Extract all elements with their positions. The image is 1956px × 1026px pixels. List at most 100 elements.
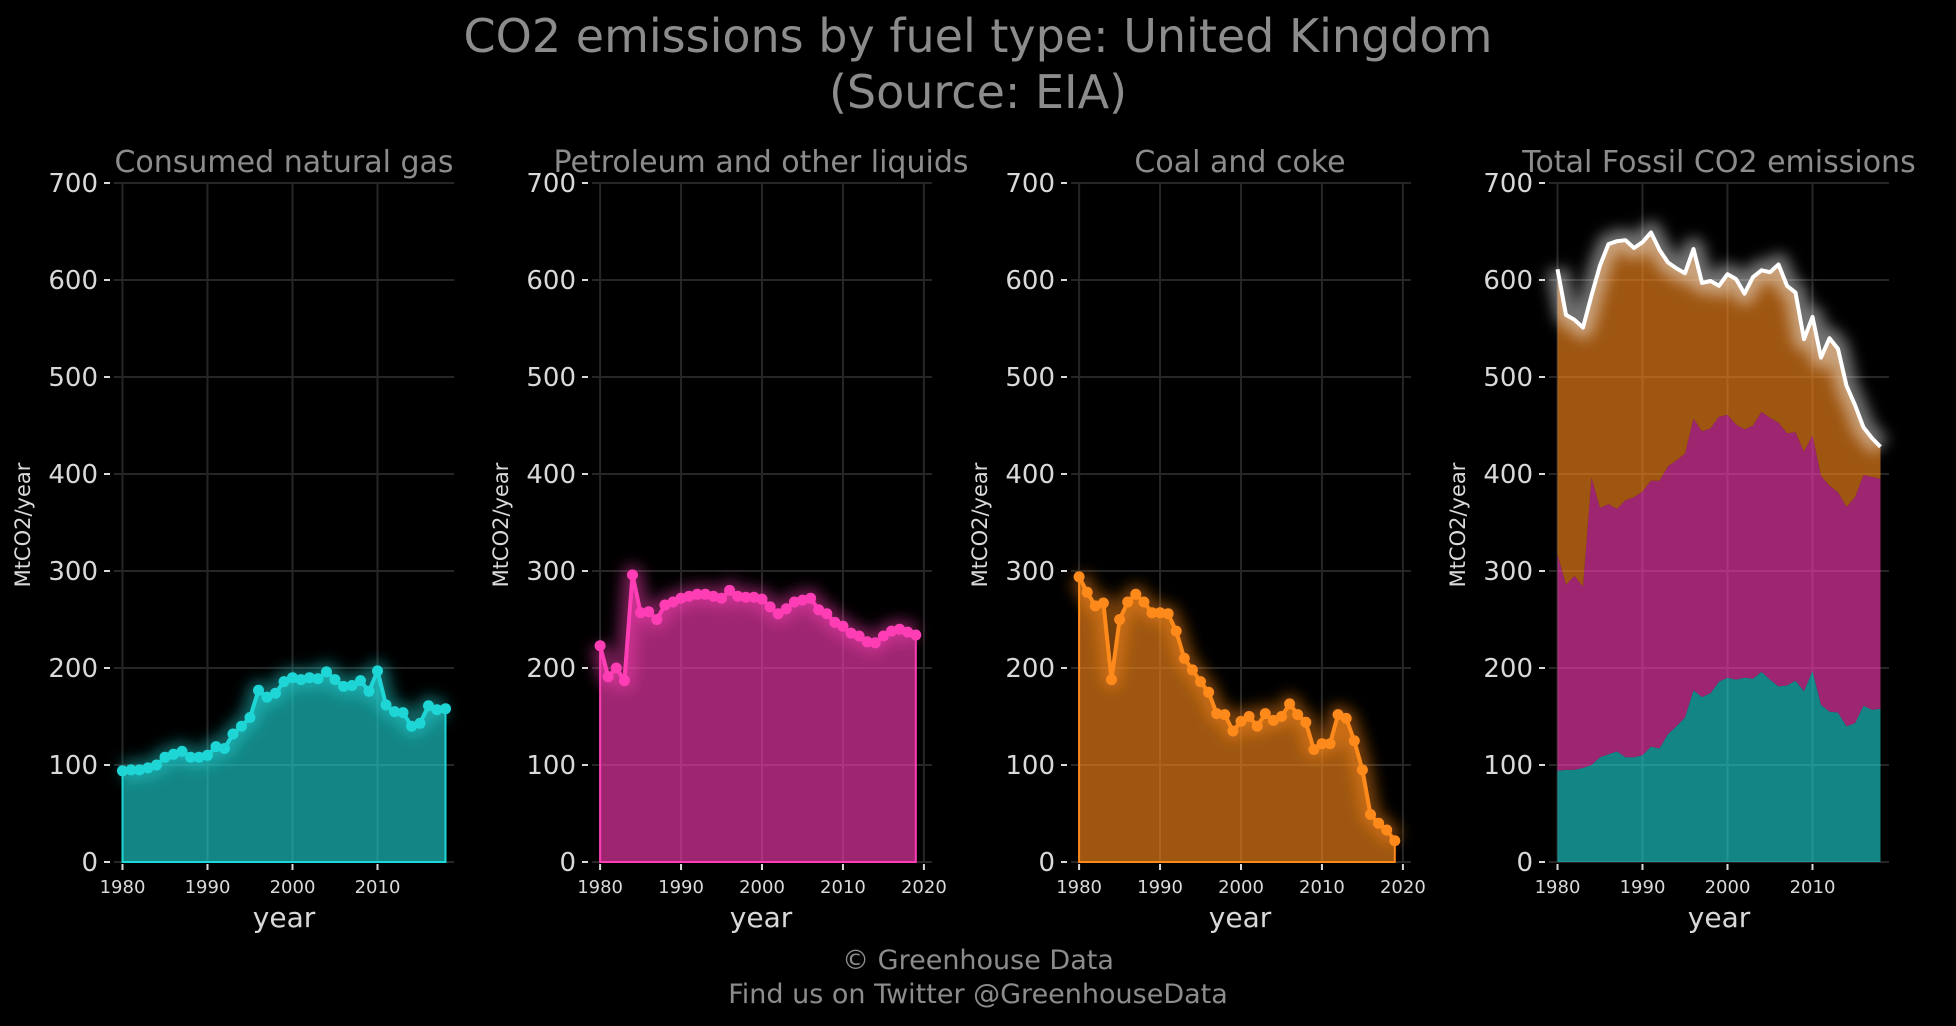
data-point-2011 (380, 699, 392, 711)
data-point-1981 (1081, 586, 1093, 598)
x-tick-label-2000: 2000 (270, 877, 316, 898)
x-tick-label-2020: 2020 (1380, 877, 1426, 898)
data-point-1994 (1186, 664, 1198, 676)
data-point-2006 (1284, 698, 1296, 710)
y-tick-label-100: 100 (48, 751, 98, 781)
data-point-2019 (1389, 835, 1401, 847)
data-point-1992 (219, 743, 230, 754)
x-axis: 1980 1990 2000 2010 2020 (1056, 864, 1426, 898)
y-axis-label: MtCO2/year (489, 462, 513, 587)
panel-title: Total Fossil CO2 emissions (1521, 145, 1915, 180)
x-tick-label-2010: 2010 (1299, 877, 1345, 898)
data-point-2001 (764, 601, 776, 613)
data-point-1984 (1106, 674, 1117, 686)
data-point-2008 (1300, 716, 1312, 728)
y-tick-label-100: 100 (1483, 751, 1533, 781)
data-point-1989 (1146, 607, 1158, 619)
data-point-2011 (1324, 738, 1336, 750)
x-tick-label-1980: 1980 (1535, 877, 1581, 898)
data-point-1980 (117, 765, 128, 777)
data-point-2010 (372, 665, 383, 677)
data-point-2016 (1365, 809, 1376, 820)
data-point-2015 (877, 630, 889, 642)
data-points (117, 665, 451, 777)
y-tick-label-500: 500 (1005, 363, 1055, 393)
x-tick-label-1980: 1980 (100, 877, 146, 898)
data-point-1980 (1073, 571, 1085, 583)
data-point-1981 (125, 764, 137, 776)
panel-total-fossil-co2-emissions: Total Fossil CO2 emissions 0 100 200 300 400 5… (1446, 145, 1916, 934)
x-tick-label-1990: 1990 (1620, 877, 1666, 898)
x-axis: 1980 1990 2000 2010 (100, 864, 400, 898)
stack-area-gas (1557, 670, 1881, 862)
data-point-2012 (389, 706, 400, 718)
y-tick-label-400: 400 (1483, 460, 1533, 490)
data-point-1993 (1178, 652, 1190, 664)
data-point-1981 (602, 671, 614, 683)
data-point-2000 (1235, 715, 1247, 727)
data-point-2015 (414, 717, 426, 729)
data-point-1984 (151, 759, 162, 771)
x-tick-label-2000: 2000 (1218, 877, 1264, 898)
chart-title-line-1: CO2 emissions by fuel type: United Kingd… (463, 9, 1493, 63)
y-tick-label-400: 400 (1005, 460, 1055, 490)
data-point-2009 (363, 685, 375, 697)
data-point-2017 (431, 704, 443, 716)
data-point-1996 (253, 684, 264, 696)
x-tick-label-2020: 2020 (901, 877, 947, 898)
data-point-1995 (1195, 676, 1206, 688)
series-area (121, 667, 447, 863)
data-point-2014 (869, 637, 881, 649)
data-point-1998 (270, 687, 281, 699)
data-point-2002 (304, 672, 315, 684)
data-point-1986 (168, 748, 179, 760)
data-point-2005 (1276, 711, 1287, 722)
data-point-1999 (1227, 725, 1239, 737)
data-point-2005 (329, 674, 341, 686)
chart-title: CO2 emissions by fuel type: United Kingd… (0, 8, 1956, 120)
data-point-2001 (1243, 711, 1255, 722)
data-point-2002 (1251, 720, 1263, 732)
y-tick-label-300: 300 (48, 557, 98, 587)
y-tick-label-500: 500 (526, 363, 576, 393)
data-point-1987 (651, 614, 663, 625)
data-point-2002 (772, 608, 784, 620)
y-axis: 0 100 200 300 400 500 600 700 (1483, 169, 1545, 878)
panel-title: Petroleum and other liquids (553, 145, 968, 180)
data-point-2003 (1259, 708, 1271, 720)
data-point-2000 (287, 672, 298, 684)
y-axis-label: MtCO2/year (968, 462, 992, 587)
data-point-2018 (1381, 824, 1393, 836)
data-point-1982 (134, 764, 145, 776)
data-point-1986 (643, 606, 655, 618)
y-axis: 0 100 200 300 400 500 600 700 (1005, 169, 1067, 878)
footer-credits: © Greenhouse Data Find us on Twitter @Gr… (0, 944, 1956, 1012)
data-point-1996 (1203, 686, 1215, 698)
data-point-1991 (1162, 608, 1174, 620)
data-point-2000 (756, 593, 768, 605)
data-point-2015 (1356, 764, 1368, 776)
data-point-1984 (627, 569, 638, 581)
y-axis-label: MtCO2/year (1446, 462, 1470, 587)
data-point-1985 (635, 607, 647, 619)
x-tick-label-2010: 2010 (1790, 877, 1836, 898)
data-point-1994 (236, 720, 247, 732)
data-point-2003 (312, 673, 324, 685)
y-tick-label-200: 200 (526, 654, 576, 684)
y-tick-label-0: 0 (81, 848, 98, 878)
data-point-1986 (1122, 596, 1134, 608)
data-point-2006 (338, 680, 349, 692)
data-point-1988 (185, 751, 196, 763)
panel-title: Coal and coke (1134, 145, 1345, 180)
data-point-1997 (261, 691, 273, 703)
x-axis-label: year (253, 901, 316, 934)
stack-area-petroleum (1557, 411, 1881, 771)
data-point-2018 (440, 703, 451, 715)
x-tick-label-1990: 1990 (1137, 877, 1183, 898)
data-points (1073, 571, 1401, 847)
y-tick-label-700: 700 (1005, 169, 1055, 199)
data-point-1998 (1219, 709, 1231, 721)
data-point-1987 (176, 745, 188, 757)
